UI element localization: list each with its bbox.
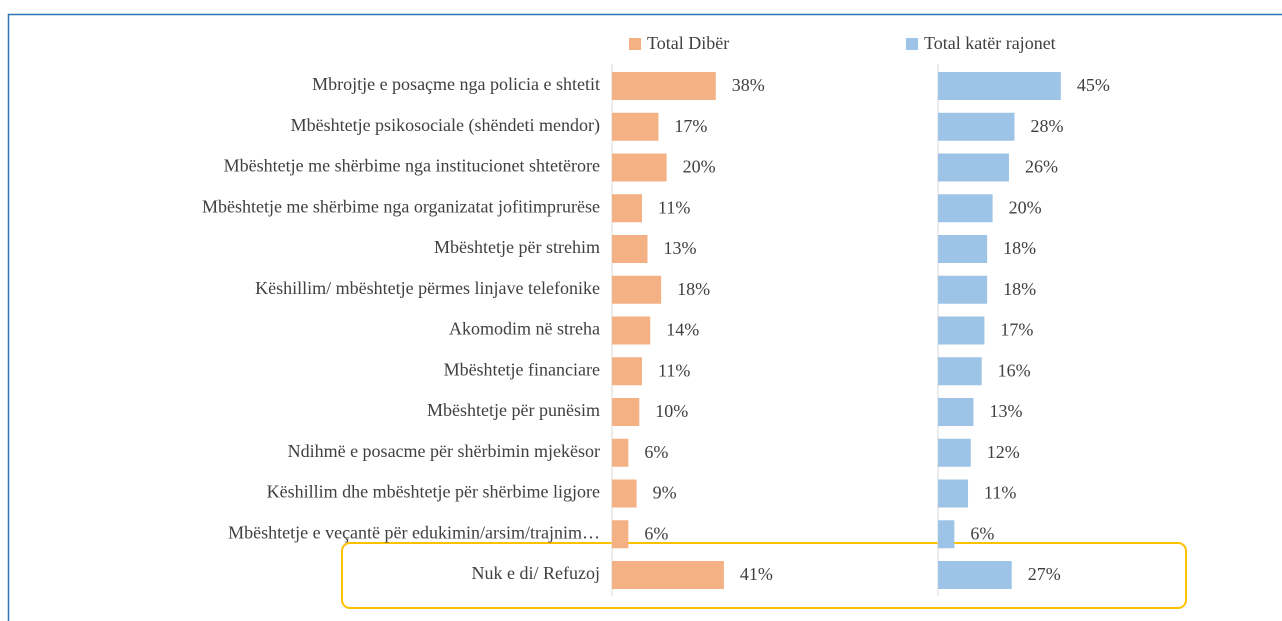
legend-swatch bbox=[906, 38, 918, 50]
category-label: Mbrojtje e posaçme nga policia e shtetit bbox=[312, 74, 600, 94]
value-label: 17% bbox=[674, 116, 707, 136]
value-label: 12% bbox=[987, 442, 1020, 462]
value-label: 38% bbox=[732, 75, 765, 95]
value-label: 27% bbox=[1028, 564, 1061, 584]
bar bbox=[938, 479, 969, 508]
bar bbox=[938, 520, 955, 549]
bar bbox=[938, 561, 1012, 589]
bar bbox=[938, 235, 988, 263]
category-label: Ndihmë e posacme për shërbimin mjekësor bbox=[288, 441, 600, 461]
value-label: 10% bbox=[655, 401, 688, 421]
category-label: Mbështetje me shërbime nga organizatat j… bbox=[202, 196, 600, 216]
category-label: Nuk e di/ Refuzoj bbox=[472, 563, 600, 583]
value-label: 28% bbox=[1030, 116, 1063, 136]
bar bbox=[612, 112, 659, 141]
legend-label: Total katër rajonet bbox=[924, 33, 1056, 53]
value-label: 20% bbox=[1009, 197, 1042, 217]
bar bbox=[938, 398, 974, 426]
value-label: 11% bbox=[984, 483, 1016, 503]
category-label: Akomodim në streha bbox=[449, 319, 600, 339]
legend-label: Total Dibër bbox=[647, 33, 729, 53]
bar bbox=[612, 72, 716, 100]
highlight-box bbox=[341, 542, 1187, 609]
bar bbox=[612, 316, 651, 345]
bar bbox=[938, 316, 985, 345]
bar bbox=[938, 438, 971, 467]
category-label: Mbështetje financiare bbox=[444, 359, 600, 379]
frame bbox=[7, 13, 1282, 621]
value-label: 17% bbox=[1000, 320, 1033, 340]
bar bbox=[612, 194, 643, 223]
value-label: 13% bbox=[663, 238, 696, 258]
category-label: Mbështetje për strehim bbox=[434, 237, 600, 257]
bar bbox=[612, 398, 640, 426]
value-label: 11% bbox=[658, 197, 690, 217]
legend-swatch bbox=[629, 38, 641, 50]
value-label: 13% bbox=[989, 401, 1022, 421]
bar bbox=[612, 520, 629, 549]
category-label: Mbështetje e veçantë për edukimin/arsim/… bbox=[228, 522, 600, 542]
value-label: 26% bbox=[1025, 157, 1058, 177]
category-label: Këshillim dhe mbështetje për shërbime li… bbox=[267, 482, 600, 502]
category-label: Mbështetje psikosociale (shëndeti mendor… bbox=[291, 115, 600, 136]
value-label: 16% bbox=[998, 360, 1031, 380]
value-label: 9% bbox=[653, 483, 677, 503]
value-label: 6% bbox=[644, 523, 668, 543]
bar bbox=[938, 357, 982, 386]
value-label: 18% bbox=[1003, 279, 1036, 299]
bar bbox=[938, 194, 993, 223]
bar bbox=[938, 275, 988, 304]
value-label: 11% bbox=[658, 360, 690, 380]
bar bbox=[938, 112, 1015, 141]
bar bbox=[938, 72, 1061, 100]
bar bbox=[612, 153, 667, 182]
value-label: 45% bbox=[1077, 75, 1110, 95]
bar bbox=[612, 438, 629, 467]
category-label: Mbështetje për punësim bbox=[427, 400, 600, 420]
bar bbox=[612, 275, 662, 304]
category-label: Këshillim/ mbështetje përmes linjave tel… bbox=[255, 278, 600, 298]
value-label: 14% bbox=[666, 320, 699, 340]
bar bbox=[612, 479, 637, 508]
category-label: Mbështetje me shërbime nga institucionet… bbox=[224, 156, 600, 176]
bar bbox=[612, 561, 724, 589]
value-label: 20% bbox=[683, 157, 716, 177]
value-label: 18% bbox=[1003, 238, 1036, 258]
value-label: 41% bbox=[740, 564, 773, 584]
bar bbox=[612, 235, 648, 263]
bar bbox=[612, 357, 643, 386]
value-label: 6% bbox=[644, 442, 668, 462]
bar bbox=[938, 153, 1009, 182]
value-label: 6% bbox=[970, 523, 994, 543]
value-label: 18% bbox=[677, 279, 710, 299]
